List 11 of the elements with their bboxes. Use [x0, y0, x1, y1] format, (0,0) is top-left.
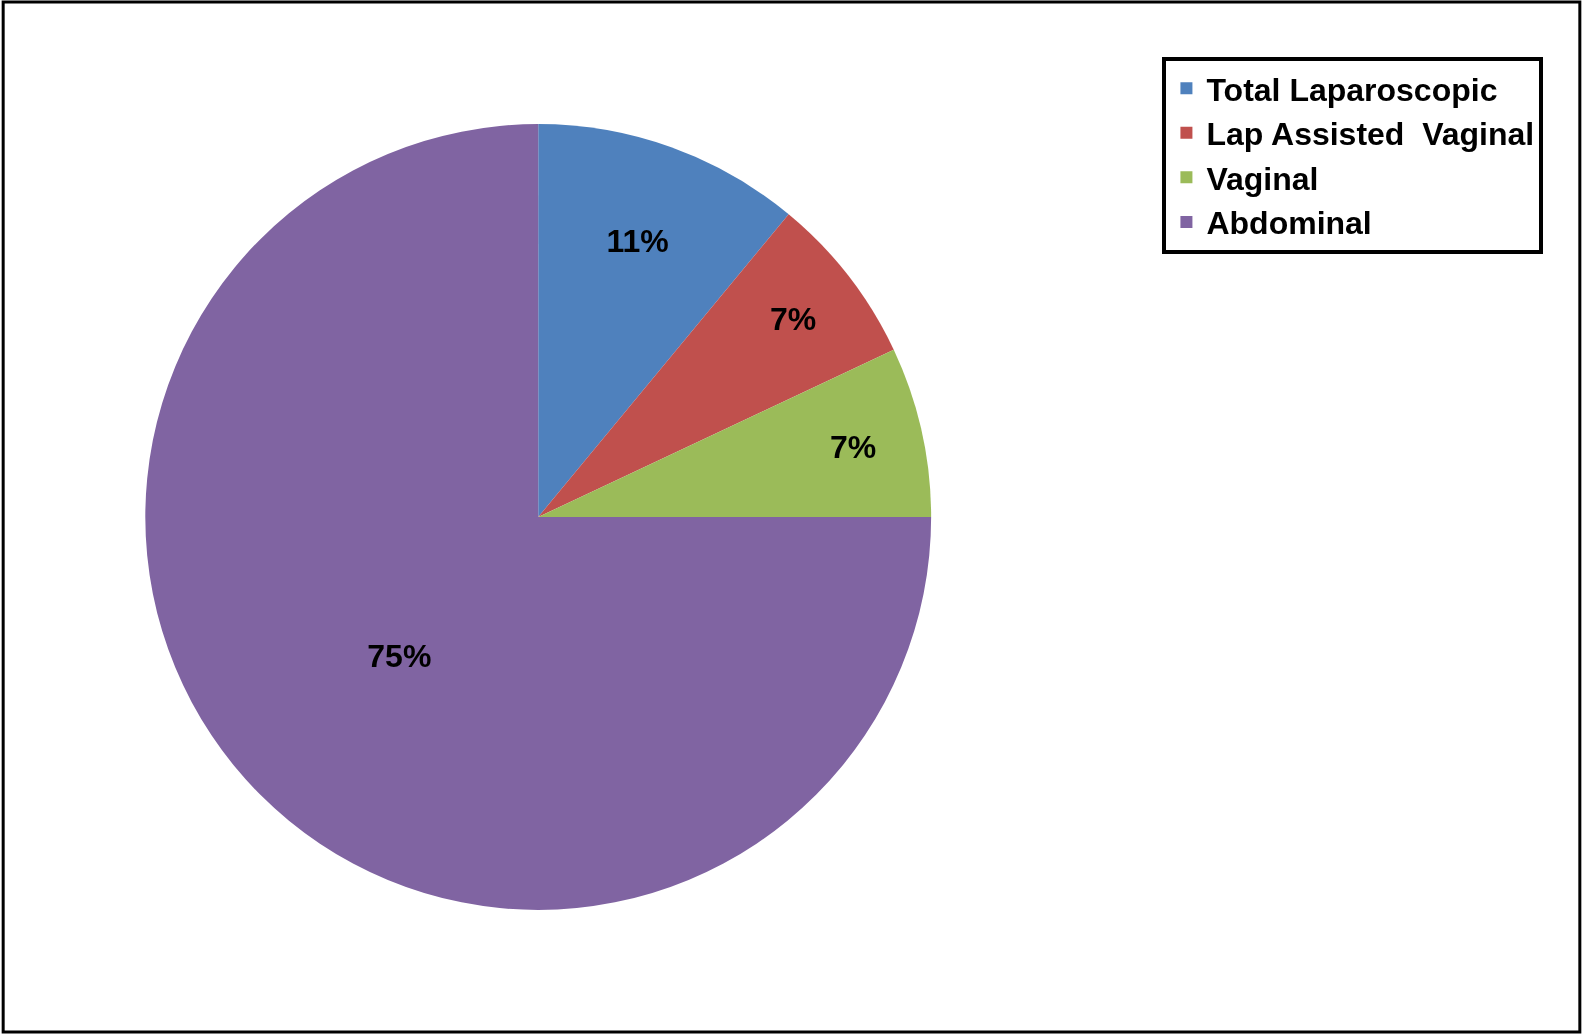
data-label: 75%	[367, 637, 432, 674]
legend-label: Vaginal	[1206, 160, 1319, 197]
legend-label: Lap Assisted Vaginal	[1206, 116, 1535, 153]
pie-slice	[538, 349, 932, 517]
data-label: 11%	[606, 222, 669, 259]
pie-slice	[145, 124, 932, 910]
legend-label: Abdominal	[1206, 205, 1372, 242]
data-label: 7%	[769, 301, 817, 338]
legend-label: Total Laparoscopic	[1206, 71, 1498, 108]
pie-slice	[538, 214, 894, 517]
data-label: 7%	[829, 428, 877, 465]
